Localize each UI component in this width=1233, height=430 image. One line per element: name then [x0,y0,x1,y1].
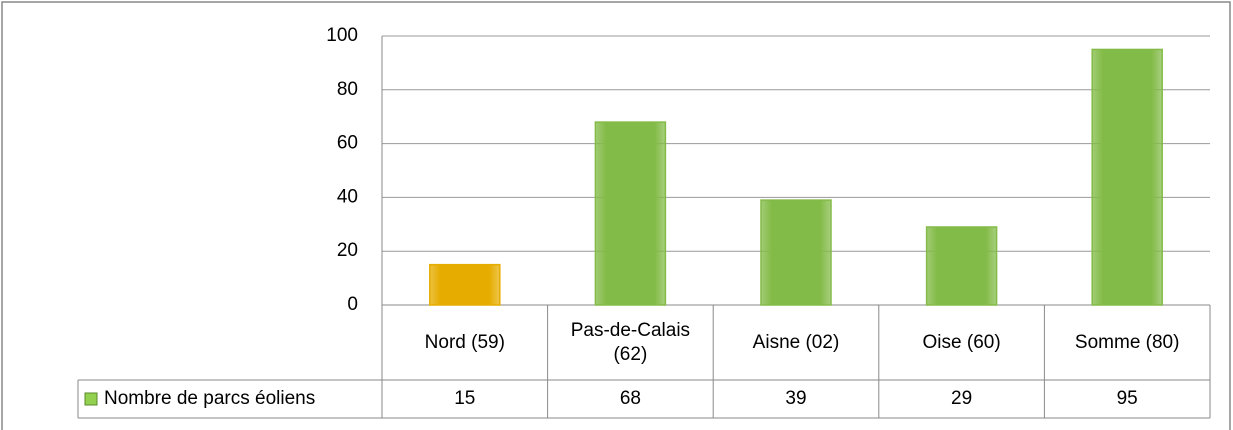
category-label: Somme (80) [1074,331,1180,353]
y-tick-label: 80 [337,79,358,100]
category-label: Pas-de-Calais (62) [570,319,691,365]
y-tick-label: 40 [337,186,358,207]
category-label: Nord (59) [424,331,505,353]
bar [429,263,501,306]
y-tick-label: 20 [337,240,358,261]
data-table-value: 15 [454,388,476,409]
category-label: Oise (60) [922,331,1001,353]
data-table-value: 68 [619,388,641,409]
bar [925,226,998,306]
y-tick-label: 0 [347,294,358,315]
data-table-value: 95 [1116,388,1138,409]
legend-label: Nombre de parcs éoliens [104,388,316,409]
y-tick-label: 60 [337,133,358,154]
data-table-value: 39 [785,388,807,409]
category-label: Aisne (02) [752,331,840,353]
y-tick-label: 100 [326,25,358,46]
bar [594,121,667,306]
data-table-value: 29 [951,388,973,409]
bar [1091,48,1163,306]
legend-key [84,392,98,406]
bar [760,199,832,306]
